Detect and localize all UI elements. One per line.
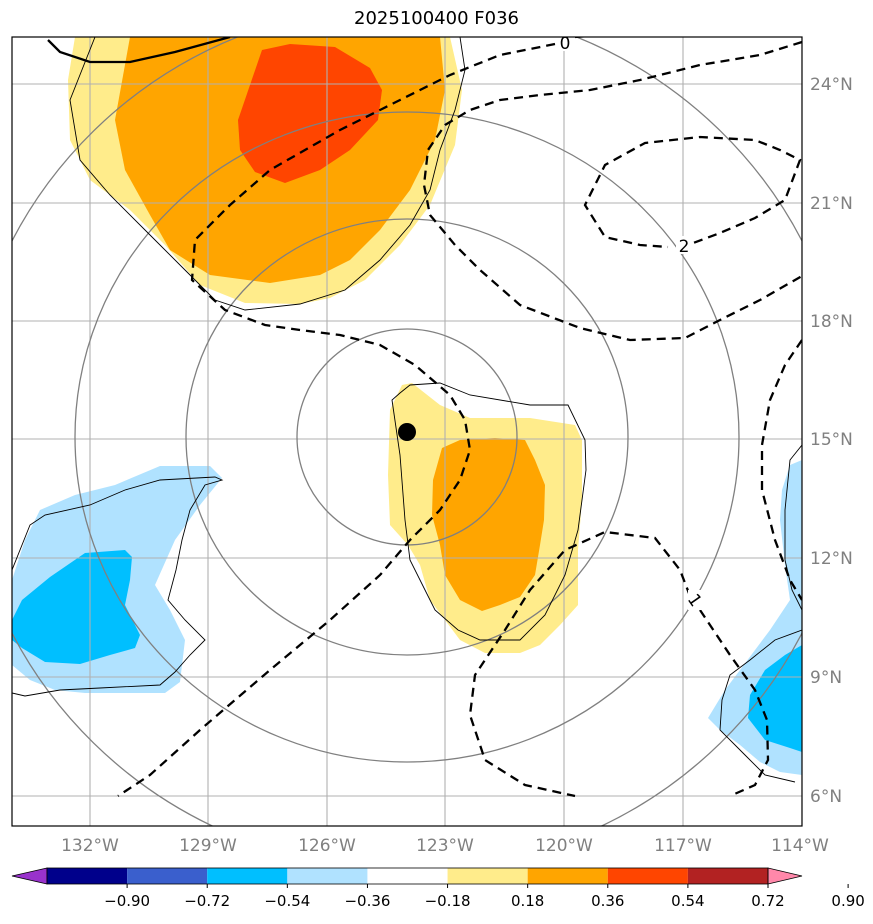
contour-label-0: 0: [557, 34, 573, 54]
colorbar-segment: [127, 868, 208, 884]
lat-label: 21°N: [810, 194, 853, 214]
lon-label: 129°W: [179, 836, 237, 856]
solid-contour: [47, 37, 231, 64]
colorbar-segment: [287, 868, 368, 884]
colorbar-segment: [527, 868, 608, 884]
lon-label: 123°W: [416, 836, 474, 856]
colorbar-tick-label: −0.18: [425, 892, 471, 910]
colorbar-tick-label: 0.36: [591, 892, 624, 910]
colorbar-tick-label: 0.18: [511, 892, 544, 910]
contour-label-2: 2: [676, 236, 692, 257]
lat-label: 24°N: [810, 75, 853, 95]
colorbar-segment: [207, 868, 288, 884]
colorbar-tick-label: 0.72: [751, 892, 784, 910]
storm-center-marker: [398, 423, 416, 441]
graticule: [12, 37, 802, 826]
lon-label: 120°W: [535, 836, 593, 856]
lon-label: 117°W: [654, 836, 712, 856]
lon-label: 126°W: [298, 836, 356, 856]
longitude-labels: 132°W 129°W 126°W 123°W 120°W 117°W 114°…: [61, 836, 829, 856]
colorbar-tick-label: −0.72: [184, 892, 230, 910]
colorbar-tick-label: 0.54: [671, 892, 704, 910]
colorbar-tick-label: −0.36: [344, 892, 390, 910]
contour-label-1: 1: [683, 590, 705, 611]
positive-anomaly-north: [68, 37, 462, 304]
colorbar-tick-label: 0.90: [831, 892, 864, 910]
colorbar-extend-high: [767, 867, 803, 885]
colorbar-tick-label: −0.54: [264, 892, 310, 910]
lon-label: 132°W: [61, 836, 119, 856]
colorbar-extend-low: [11, 867, 48, 885]
thin-contours: [12, 37, 802, 783]
colorbar-segment: [447, 868, 528, 884]
lat-label: 6°N: [810, 787, 842, 807]
lat-label: 12°N: [810, 549, 853, 569]
svg-text:0: 0: [560, 34, 571, 54]
dashed-contours: [117, 37, 802, 798]
map-title: 2025100400 F036: [354, 8, 519, 29]
colorbar-segment: [687, 868, 768, 884]
negative-anomaly-east: [708, 460, 802, 775]
svg-text:2: 2: [679, 237, 690, 257]
latitude-labels: 24°N 21°N 18°N 15°N 12°N 9°N 6°N: [810, 75, 853, 807]
lat-label: 18°N: [810, 312, 853, 332]
map-plot-area: 0 2 1: [12, 34, 802, 826]
colorbar: −0.90 −0.72 −0.54 −0.36 −0.18 0.18 0.36 0.54 0.7…: [11, 867, 865, 910]
lat-label: 15°N: [810, 430, 853, 450]
colorbar-segment: [47, 868, 128, 884]
colorbar-tick-label: −0.90: [104, 892, 150, 910]
map-frame: [11, 36, 803, 827]
lat-label: 9°N: [810, 668, 842, 688]
lon-label: 114°W: [771, 836, 829, 856]
colorbar-segment: [367, 868, 448, 884]
colorbar-segment: [607, 868, 688, 884]
